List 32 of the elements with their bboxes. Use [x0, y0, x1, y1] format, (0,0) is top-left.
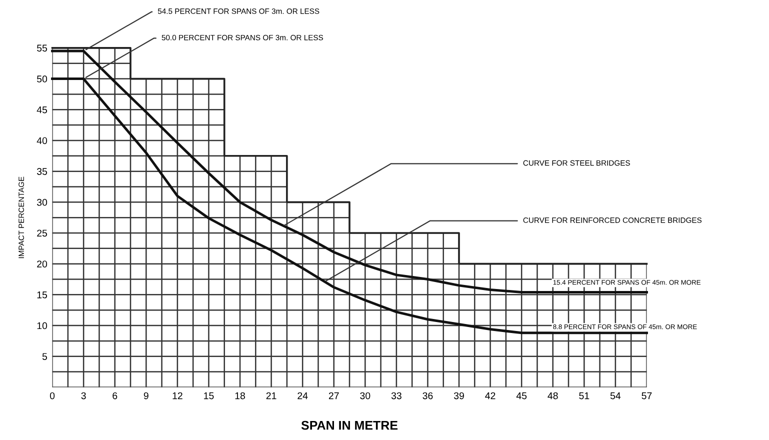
- y-tick-label: 40: [36, 137, 48, 144]
- y-tick-label: 45: [36, 106, 48, 114]
- y-tick-label: 35: [36, 168, 48, 175]
- y-tick-label: 10: [37, 322, 48, 330]
- x-tick-label: 3: [81, 392, 86, 400]
- x-tick-label: 57: [642, 392, 652, 400]
- x-tick-label: 24: [298, 392, 308, 400]
- x-tick-label: 45: [516, 392, 527, 400]
- y-tick-label: 25: [37, 230, 48, 237]
- x-tick-label: 9: [144, 392, 148, 400]
- x-axis-title: SPAN IN METRE: [301, 420, 398, 430]
- x-tick-label: 39: [454, 392, 464, 400]
- x-tick-label: 36: [422, 392, 433, 400]
- x-tick-label: 6: [112, 392, 118, 400]
- x-tick-label: 18: [235, 392, 245, 400]
- x-tick-label: 48: [548, 392, 558, 400]
- x-tick-label: 51: [579, 392, 590, 400]
- y-tick-label: 20: [37, 260, 48, 268]
- x-tick-label: 15: [204, 392, 214, 400]
- x-tick-label: 27: [328, 392, 339, 400]
- y-tick-label: 5: [42, 353, 48, 360]
- x-tick-label: 21: [266, 392, 276, 400]
- x-tick-label: 0: [50, 392, 55, 400]
- y-tick-label: 15: [37, 292, 48, 298]
- y-tick-label: 55: [37, 44, 48, 52]
- x-tick-label: 54: [610, 392, 621, 400]
- y-tick-label: 50: [37, 76, 48, 82]
- y-tick-label: 30: [36, 198, 48, 206]
- x-tick-label: 42: [485, 392, 496, 400]
- x-tick-label: 33: [391, 392, 402, 400]
- x-tick-label: 30: [360, 392, 370, 400]
- x-tick-label: 12: [172, 392, 182, 400]
